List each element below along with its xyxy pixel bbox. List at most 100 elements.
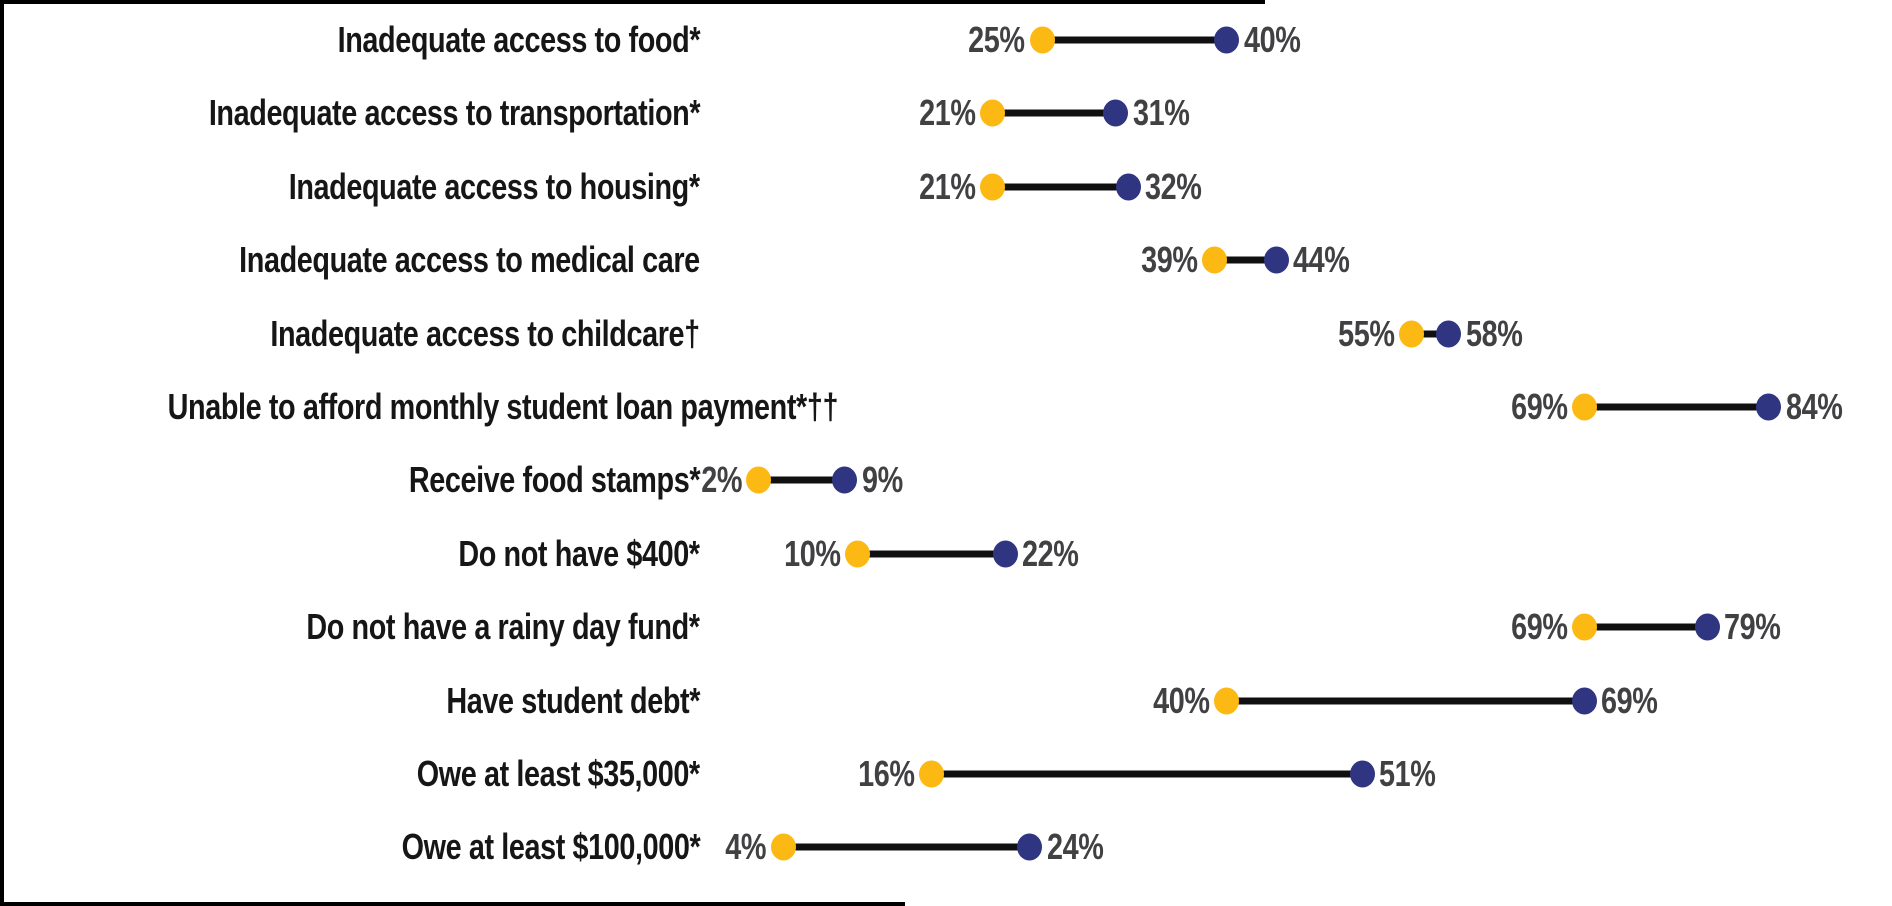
high-value-text: 69%: [1601, 679, 1658, 721]
high-value-dot: [1115, 173, 1141, 201]
category-label-text: Inadequate access to childcare†: [270, 312, 701, 354]
low-value-dot: [1201, 246, 1227, 274]
category-label-text: Inadequate access to transportation*: [208, 92, 701, 134]
high-value-label: 79%: [1724, 606, 1795, 648]
category-label-text: Inadequate access to housing*: [289, 165, 700, 207]
category-label-text: Do not have $400*: [458, 532, 701, 574]
category-label: Receive food stamps*: [0, 459, 701, 501]
category-label: Inadequate access to housing*: [0, 166, 700, 208]
low-value-label: 4%: [715, 826, 766, 868]
high-value-text: 24%: [1046, 826, 1104, 868]
chart-row: Inadequate access to food* 25% 40%: [0, 17, 1892, 63]
low-value-text: 69%: [1510, 606, 1568, 648]
high-value-dot: [1349, 760, 1375, 788]
dumbbell-connector-line: [857, 550, 1006, 558]
low-value-text: 55%: [1338, 312, 1395, 354]
chart-row: Do not have a rainy day fund* 69% 79%: [0, 604, 1892, 650]
low-value-label: 10%: [770, 533, 841, 575]
low-value-dot: [918, 760, 944, 788]
chart-row: Inadequate access to transportation* 21% 3…: [0, 90, 1892, 136]
category-label: Inadequate access to childcare†: [0, 312, 701, 355]
chart-row: Owe at least $100,000* 4% 24%: [0, 824, 1892, 870]
high-value-text: 58%: [1465, 312, 1523, 354]
high-value-text: 31%: [1132, 92, 1190, 134]
frame-border-left: [0, 0, 4, 906]
high-value-dot: [1103, 99, 1129, 127]
category-label: Unable to afford monthly student loan pa…: [0, 386, 839, 428]
category-label: Owe at least $35,000*: [0, 753, 700, 795]
low-value-text: 2%: [700, 459, 742, 501]
high-value-label: 58%: [1466, 313, 1537, 355]
category-label: Owe at least $100,000*: [0, 826, 700, 868]
high-value-dot: [992, 540, 1018, 568]
category-label-text: Owe at least $35,000*: [417, 753, 700, 794]
high-value-text: 84%: [1785, 386, 1843, 427]
low-value-dot: [1399, 320, 1425, 348]
low-value-label: 69%: [1497, 386, 1568, 428]
category-label: Inadequate access to transportation*: [0, 92, 701, 134]
high-value-text: 22%: [1022, 532, 1079, 574]
high-value-dot: [832, 466, 858, 494]
category-label: Do not have a rainy day fund*: [0, 606, 701, 648]
low-value-text: 39%: [1141, 239, 1198, 281]
low-value-text: 21%: [919, 92, 976, 134]
high-value-label: 31%: [1133, 92, 1204, 134]
dumbbell-connector-line: [1584, 623, 1708, 631]
low-value-text: 69%: [1510, 386, 1568, 427]
low-value-text: 25%: [968, 19, 1026, 60]
low-value-dot: [844, 540, 870, 568]
high-value-text: 9%: [861, 459, 903, 501]
low-value-label: 21%: [905, 166, 976, 208]
high-value-label: 44%: [1293, 239, 1364, 281]
category-label-text: Inadequate access to medical care: [239, 239, 700, 281]
frame-border-bottom: [0, 902, 905, 906]
chart-row: Owe at least $35,000* 16% 51%: [0, 751, 1892, 797]
chart-row: Inadequate access to housing* 21% 32%: [0, 164, 1892, 210]
chart-row: Receive food stamps* 2% 9%: [0, 457, 1892, 503]
high-value-dot: [1694, 613, 1720, 641]
high-value-label: 9%: [862, 459, 913, 501]
frame-border-top: [0, 0, 1265, 4]
high-value-text: 79%: [1724, 606, 1781, 648]
category-label-text: Do not have a rainy day fund*: [306, 606, 701, 648]
high-value-text: 51%: [1379, 753, 1436, 794]
category-label: Inadequate access to food*: [0, 19, 701, 61]
high-value-label: 51%: [1379, 753, 1450, 795]
high-value-dot: [1571, 687, 1597, 715]
chart-row: Inadequate access to medical care 39% 44%: [0, 237, 1892, 283]
low-value-text: 4%: [725, 826, 767, 868]
high-value-label: 24%: [1047, 826, 1118, 868]
high-value-label: 84%: [1786, 386, 1857, 428]
low-value-label: 40%: [1139, 680, 1210, 722]
dumbbell-connector-line: [1042, 36, 1227, 44]
high-value-label: 32%: [1145, 166, 1216, 208]
category-label-text: Unable to afford monthly student loan pa…: [167, 386, 839, 427]
dumbbell-connector-line: [992, 183, 1129, 191]
category-label: Have student debt*: [0, 680, 700, 722]
category-label-text: Owe at least $100,000*: [401, 826, 700, 868]
dumbbell-connector-line: [1226, 697, 1585, 705]
high-value-dot: [1756, 393, 1782, 421]
high-value-label: 22%: [1022, 533, 1093, 575]
dumbbell-connector-line: [783, 843, 1030, 851]
low-value-label: 2%: [691, 459, 742, 501]
high-value-label: 40%: [1244, 19, 1315, 61]
low-value-dot: [1214, 687, 1240, 715]
low-value-label: 55%: [1324, 313, 1395, 355]
dumbbell-connector-line: [758, 476, 845, 484]
high-value-text: 32%: [1145, 165, 1202, 207]
chart-row: Have student debt* 40% 69%: [0, 678, 1892, 724]
low-value-label: 25%: [954, 19, 1026, 61]
category-label-text: Receive food stamps*: [408, 459, 701, 501]
high-value-dot: [1263, 246, 1289, 274]
chart-row: Inadequate access to childcare† 55% 58%: [0, 311, 1892, 357]
high-value-dot: [1436, 320, 1462, 348]
dumbbell-connector-line: [1411, 330, 1449, 338]
low-value-dot: [980, 99, 1006, 127]
chart-row: Do not have $400* 10% 22%: [0, 531, 1892, 577]
category-label: Inadequate access to medical care: [0, 239, 700, 281]
low-value-label: 69%: [1497, 606, 1568, 648]
low-value-label: 21%: [905, 92, 976, 134]
low-value-text: 21%: [919, 165, 976, 207]
